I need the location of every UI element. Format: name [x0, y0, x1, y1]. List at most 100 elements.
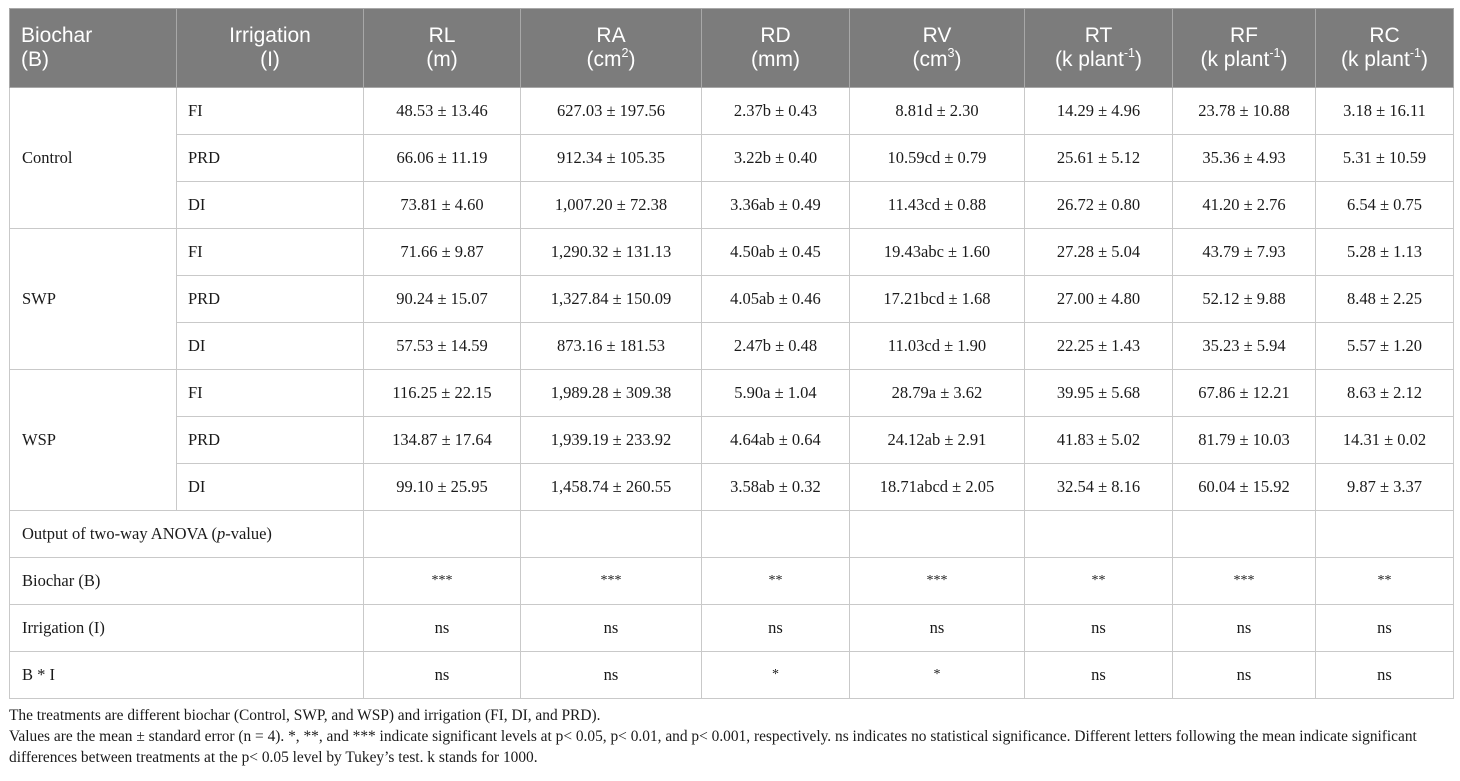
biochar-group-label: SWP — [9, 228, 177, 370]
significance-cell: * — [849, 651, 1025, 699]
value-cell: 99.10 ± 25.95 — [363, 463, 521, 511]
value-cell: 27.00 ± 4.80 — [1024, 275, 1173, 323]
value-cell: 22.25 ± 1.43 — [1024, 322, 1173, 370]
anova-blank-cell — [363, 510, 521, 558]
anova-row: Biochar (B) *** *** ** *** ** *** ** — [9, 557, 1454, 605]
header-rl: RL (m) — [363, 8, 521, 88]
table-row: PRD 90.24 ± 15.07 1,327.84 ± 150.09 4.05ab … — [10, 275, 1454, 323]
value-cell: 2.47b ± 0.48 — [701, 322, 850, 370]
table-body: Control FI 48.53 ± 13.46 627.03 ± 197.56 2.3… — [9, 87, 1454, 699]
significance-cell: ns — [363, 651, 521, 699]
value-cell: 32.54 ± 8.16 — [1024, 463, 1173, 511]
significance-cell: *** — [849, 557, 1025, 605]
value-cell: 81.79 ± 10.03 — [1172, 416, 1316, 464]
header-abbr: RC — [1369, 24, 1400, 47]
header-biochar-name: Biochar — [21, 24, 93, 47]
anova-factor-label: Irrigation (I) — [9, 604, 364, 652]
value-cell: 60.04 ± 15.92 — [1172, 463, 1316, 511]
value-cell: 4.50ab ± 0.45 — [701, 228, 850, 276]
value-cell: 3.36ab ± 0.49 — [701, 181, 850, 229]
value-cell: 1,007.20 ± 72.38 — [520, 181, 702, 229]
value-cell: 23.78 ± 10.88 — [1172, 87, 1316, 135]
value-cell: 66.06 ± 11.19 — [363, 134, 521, 182]
header-irrigation-code: (I) — [260, 48, 280, 71]
value-cell: 14.29 ± 4.96 — [1024, 87, 1173, 135]
value-cell: 873.16 ± 181.53 — [520, 322, 702, 370]
value-cell: 1,290.32 ± 131.13 — [520, 228, 702, 276]
biochar-group-label: WSP — [9, 369, 177, 511]
value-cell: 73.81 ± 4.60 — [363, 181, 521, 229]
significance-cell: ** — [1315, 557, 1454, 605]
table-footnotes: The treatments are different biochar (Co… — [9, 705, 1455, 768]
value-cell: 4.64ab ± 0.64 — [701, 416, 850, 464]
value-cell: 9.87 ± 3.37 — [1315, 463, 1454, 511]
value-cell: 8.81d ± 2.30 — [849, 87, 1025, 135]
header-abbr: RV — [922, 24, 952, 47]
value-cell: 1,989.28 ± 309.38 — [520, 369, 702, 417]
value-cell: 5.31 ± 10.59 — [1315, 134, 1454, 182]
significance-cell: ns — [363, 604, 521, 652]
value-cell: 27.28 ± 5.04 — [1024, 228, 1173, 276]
value-cell: 67.86 ± 12.21 — [1172, 369, 1316, 417]
value-cell: 1,458.74 ± 260.55 — [520, 463, 702, 511]
header-irrigation-name: Irrigation — [229, 24, 311, 47]
header-row: Biochar (B) Irrigation (I) RL (m) RA (cm2)… — [9, 8, 1454, 88]
irrigation-label: DI — [176, 322, 364, 370]
value-cell: 8.63 ± 2.12 — [1315, 369, 1454, 417]
value-cell: 11.43cd ± 0.88 — [849, 181, 1025, 229]
header-rc: RC (k plant-1) — [1315, 8, 1454, 88]
header-abbr: RT — [1084, 24, 1113, 47]
header-unit: (k plant-1) — [1054, 46, 1143, 71]
header-unit: (k plant-1) — [1200, 46, 1288, 71]
value-cell: 3.18 ± 16.11 — [1315, 87, 1454, 135]
header-abbr: RD — [760, 24, 791, 47]
anova-row: Irrigation (I) ns ns ns ns ns ns ns — [9, 604, 1454, 652]
value-cell: 24.12ab ± 2.91 — [849, 416, 1025, 464]
table-row: PRD 134.87 ± 17.64 1,939.19 ± 233.92 4.64ab… — [10, 416, 1454, 464]
significance-cell: ns — [520, 651, 702, 699]
header-unit: (cm3) — [912, 46, 962, 71]
significance-cell: ns — [701, 604, 850, 652]
value-cell: 26.72 ± 0.80 — [1024, 181, 1173, 229]
value-cell: 25.61 ± 5.12 — [1024, 134, 1173, 182]
anova-factor-label: B * I — [9, 651, 364, 699]
significance-cell: ns — [1024, 604, 1173, 652]
significance-cell: ns — [520, 604, 702, 652]
value-cell: 1,939.19 ± 233.92 — [520, 416, 702, 464]
value-cell: 134.87 ± 17.64 — [363, 416, 521, 464]
anova-blank-cell — [849, 510, 1025, 558]
root-traits-table: Biochar (B) Irrigation (I) RL (m) RA (cm2)… — [9, 8, 1454, 699]
value-cell: 6.54 ± 0.75 — [1315, 181, 1454, 229]
header-abbr: RL — [428, 24, 456, 47]
value-cell: 5.57 ± 1.20 — [1315, 322, 1454, 370]
significance-cell: ns — [1172, 604, 1316, 652]
significance-cell: ns — [1315, 651, 1454, 699]
irrigation-label: DI — [176, 181, 364, 229]
anova-blank-cell — [1172, 510, 1316, 558]
value-cell: 10.59cd ± 0.79 — [849, 134, 1025, 182]
value-cell: 28.79a ± 3.62 — [849, 369, 1025, 417]
irrigation-label: PRD — [176, 134, 364, 182]
value-cell: 52.12 ± 9.88 — [1172, 275, 1316, 323]
value-cell: 18.71abcd ± 2.05 — [849, 463, 1025, 511]
irrigation-label: PRD — [176, 416, 364, 464]
footnote: Values are the mean ± standard error (n … — [9, 728, 1417, 766]
value-cell: 35.23 ± 5.94 — [1172, 322, 1316, 370]
significance-cell: ** — [1024, 557, 1173, 605]
value-cell: 5.28 ± 1.13 — [1315, 228, 1454, 276]
header-rt: RT (k plant-1) — [1024, 8, 1173, 88]
significance-cell: * — [701, 651, 850, 699]
anova-factor-label: Biochar (B) — [9, 557, 364, 605]
significance-cell: *** — [520, 557, 702, 605]
irrigation-label: FI — [176, 369, 364, 417]
table-row: SWP FI 71.66 ± 9.87 1,290.32 ± 131.13 4.50ab… — [9, 228, 1454, 370]
table-row: DI 73.81 ± 4.60 1,007.20 ± 72.38 3.36ab ± 0… — [10, 181, 1454, 229]
significance-cell: ns — [1315, 604, 1454, 652]
irrigation-label: FI — [176, 87, 364, 135]
biochar-group-label: Control — [9, 87, 177, 229]
header-abbr: RA — [596, 24, 626, 47]
header-unit: (mm) — [751, 48, 800, 71]
value-cell: 71.66 ± 9.87 — [363, 228, 521, 276]
significance-cell: ** — [701, 557, 850, 605]
